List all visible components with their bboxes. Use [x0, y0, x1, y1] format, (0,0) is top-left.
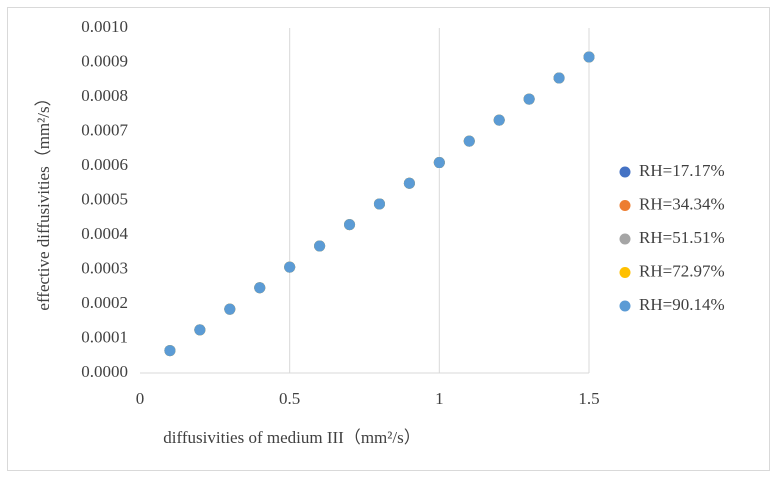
point — [344, 219, 356, 231]
y-tick-label: 0.0003 — [81, 258, 128, 277]
y-tick-label: 0.0002 — [81, 293, 128, 312]
point — [403, 177, 415, 189]
chart-frame — [7, 7, 770, 471]
point — [314, 240, 326, 252]
point — [164, 345, 176, 357]
point — [373, 198, 385, 210]
point — [583, 51, 595, 63]
y-tick-label: 0.0010 — [81, 17, 128, 36]
legend-marker — [619, 200, 631, 211]
legend-label: RH=17.17% — [639, 161, 725, 180]
point — [224, 303, 236, 315]
point — [553, 72, 565, 84]
y-axis-label: effective diffusivities（mm²/s） — [34, 89, 53, 310]
legend-marker — [619, 233, 631, 245]
y-tick-label: 0.0007 — [81, 120, 128, 139]
point — [523, 93, 535, 105]
y-tick-label: 0.0009 — [81, 51, 128, 70]
y-tick-label: 0.0004 — [81, 224, 128, 243]
legend-marker — [619, 300, 631, 312]
y-tick-label: 0.0006 — [81, 155, 128, 174]
legend-label: RH=72.97% — [639, 261, 725, 280]
point — [254, 282, 266, 294]
y-tick-label: 0.0000 — [81, 362, 128, 381]
point — [284, 261, 296, 273]
y-tick-label: 0.0001 — [81, 327, 128, 346]
legend-marker — [619, 166, 631, 178]
point — [493, 114, 505, 126]
point — [463, 135, 475, 147]
y-tick-label: 0.0008 — [81, 86, 128, 105]
x-tick-label: 1.5 — [578, 389, 599, 408]
x-tick-label: 1 — [435, 389, 444, 408]
point — [433, 157, 445, 169]
legend-label: RH=51.51% — [639, 228, 725, 247]
legend-marker — [619, 267, 631, 278]
x-axis-label: diffusivities of medium III（mm²/s） — [163, 428, 420, 447]
point — [194, 324, 206, 336]
y-tick-label: 0.0005 — [81, 189, 128, 208]
legend-label: RH=34.34% — [639, 194, 725, 213]
x-tick-label: 0.5 — [279, 389, 300, 408]
legend-label: RH=90.14% — [639, 295, 725, 314]
x-tick-label: 0 — [136, 389, 145, 408]
